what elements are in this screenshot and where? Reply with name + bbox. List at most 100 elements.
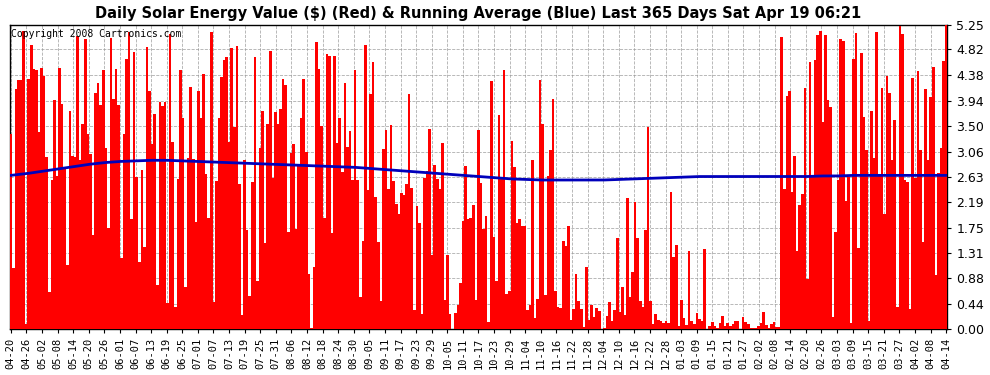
Bar <box>161 106 163 329</box>
Bar <box>855 33 857 329</box>
Bar <box>241 315 244 329</box>
Bar <box>482 230 485 329</box>
Bar <box>754 328 757 329</box>
Bar <box>881 88 883 329</box>
Bar <box>762 312 765 329</box>
Bar <box>814 60 817 329</box>
Bar <box>295 229 297 329</box>
Bar <box>356 180 359 329</box>
Bar <box>239 184 241 329</box>
Bar <box>783 189 785 329</box>
Bar <box>112 99 115 329</box>
Bar <box>830 108 832 329</box>
Bar <box>182 118 184 329</box>
Bar <box>71 156 73 329</box>
Bar <box>418 223 421 329</box>
Bar <box>891 160 893 329</box>
Bar <box>914 177 917 329</box>
Bar <box>927 160 930 329</box>
Bar <box>464 165 467 329</box>
Bar <box>184 287 187 329</box>
Bar <box>932 67 935 329</box>
Bar <box>780 37 783 329</box>
Bar <box>593 317 595 329</box>
Bar <box>925 89 927 329</box>
Bar <box>102 70 105 329</box>
Bar <box>231 48 233 329</box>
Bar <box>849 323 852 329</box>
Bar <box>228 142 231 329</box>
Bar <box>120 258 123 329</box>
Bar <box>153 114 156 329</box>
Bar <box>519 219 521 329</box>
Bar <box>79 160 81 329</box>
Bar <box>287 232 290 329</box>
Bar <box>749 328 752 329</box>
Bar <box>251 183 253 329</box>
Bar <box>791 192 793 329</box>
Bar <box>348 131 351 329</box>
Bar <box>20 80 23 329</box>
Bar <box>785 96 788 329</box>
Bar <box>472 205 474 329</box>
Bar <box>537 299 539 329</box>
Bar <box>922 242 925 329</box>
Bar <box>416 206 418 329</box>
Bar <box>498 115 500 329</box>
Bar <box>258 148 261 329</box>
Bar <box>292 144 295 329</box>
Bar <box>634 202 637 329</box>
Bar <box>511 141 513 329</box>
Bar <box>99 105 102 329</box>
Bar <box>757 326 760 329</box>
Bar <box>711 322 714 329</box>
Bar <box>798 204 801 329</box>
Bar <box>500 178 503 329</box>
Bar <box>215 181 218 329</box>
Bar <box>546 176 549 329</box>
Bar <box>28 80 30 329</box>
Bar <box>236 46 239 329</box>
Bar <box>608 302 611 329</box>
Bar <box>344 83 346 329</box>
Bar <box>148 91 150 329</box>
Bar <box>611 321 614 329</box>
Bar <box>896 307 899 329</box>
Bar <box>15 89 17 329</box>
Bar <box>651 324 654 329</box>
Bar <box>737 321 740 329</box>
Bar <box>640 301 642 329</box>
Bar <box>448 314 451 329</box>
Bar <box>353 70 356 329</box>
Bar <box>521 226 524 329</box>
Bar <box>659 321 662 329</box>
Bar <box>84 39 86 329</box>
Bar <box>714 326 716 329</box>
Bar <box>627 198 629 329</box>
Bar <box>197 91 200 329</box>
Bar <box>542 124 544 329</box>
Bar <box>577 302 580 329</box>
Bar <box>49 292 50 329</box>
Bar <box>667 322 670 329</box>
Title: Daily Solar Energy Value ($) (Red) & Running Average (Blue) Last 365 Days Sat Ap: Daily Solar Energy Value ($) (Red) & Run… <box>95 6 861 21</box>
Text: Copyright 2008 Cartronics.com: Copyright 2008 Cartronics.com <box>11 29 182 39</box>
Bar <box>842 41 844 329</box>
Bar <box>569 320 572 329</box>
Bar <box>935 275 938 329</box>
Bar <box>50 180 53 329</box>
Bar <box>857 248 860 329</box>
Bar <box>685 325 688 329</box>
Bar <box>146 47 148 329</box>
Bar <box>664 321 667 329</box>
Bar <box>36 70 38 329</box>
Bar <box>372 62 374 329</box>
Bar <box>156 285 158 329</box>
Bar <box>901 34 904 329</box>
Bar <box>793 156 796 329</box>
Bar <box>398 214 400 329</box>
Bar <box>220 77 223 329</box>
Bar <box>246 230 248 329</box>
Bar <box>266 124 269 329</box>
Bar <box>366 190 369 329</box>
